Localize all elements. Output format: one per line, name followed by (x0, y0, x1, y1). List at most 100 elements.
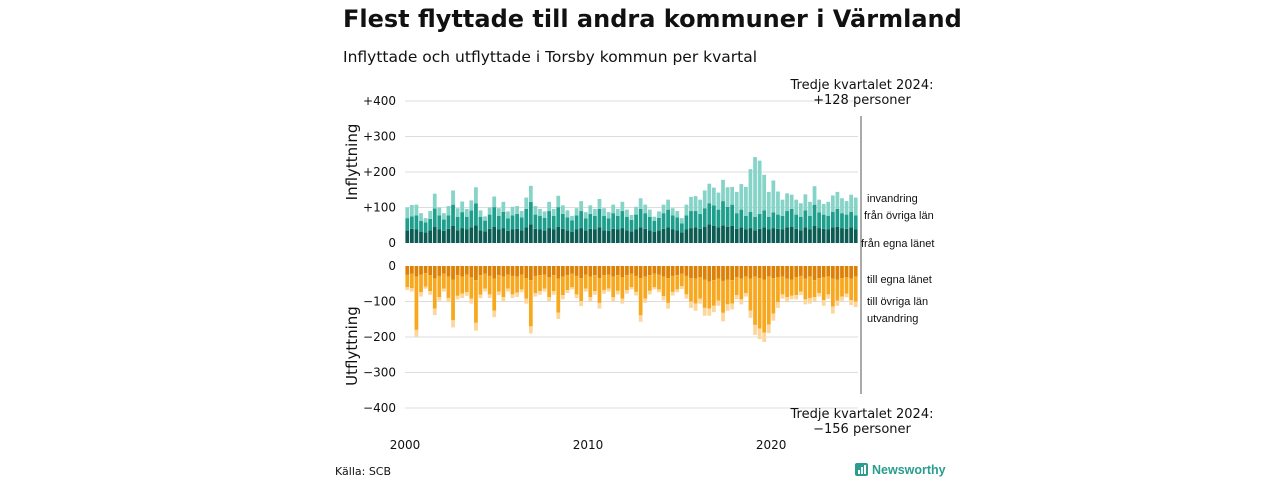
bar-ut_ovriga (483, 273, 487, 289)
bar-in_ovriga (570, 220, 574, 232)
bar-ut_ovriga (464, 274, 469, 293)
bar-in_egna (629, 231, 634, 243)
y-tick-label: +200 (363, 165, 396, 179)
bar-in_egna (826, 229, 831, 243)
bar-in_invandring (547, 201, 552, 212)
bar-in_ovriga (771, 212, 776, 229)
bar-in_ovriga (588, 213, 593, 229)
bar-ut_utvandring (487, 294, 492, 298)
bar-ut_ovriga (524, 278, 529, 299)
bar-ut_egna (611, 266, 616, 277)
legend-invandring: invandring (867, 193, 918, 205)
bar-ut_ovriga (757, 278, 762, 329)
bar-in_egna (679, 232, 684, 243)
bar-in_ovriga (780, 216, 785, 230)
bar-ut_utvandring (808, 297, 812, 304)
bar-in_invandring (693, 196, 698, 212)
bar-in_ovriga (808, 216, 812, 230)
bar-ut_egna (679, 266, 684, 274)
bar-in_invandring (615, 208, 620, 217)
bar-ut_ovriga (579, 278, 584, 302)
bar-ut_ovriga (844, 277, 849, 294)
bar-in_ovriga (853, 215, 858, 230)
bar-in_invandring (652, 216, 657, 221)
bar-in_ovriga (556, 207, 561, 227)
bar-ut_egna (849, 266, 854, 279)
bar-ut_ovriga (492, 278, 497, 311)
bar-in_invandring (565, 210, 570, 218)
bar-in_ovriga (698, 213, 703, 229)
bar-ut_egna (702, 266, 707, 280)
bar-ut_ovriga (744, 276, 748, 293)
bar-ut_utvandring (597, 302, 602, 309)
bar-in_egna (588, 228, 593, 243)
bar-ut_egna (428, 266, 433, 276)
bar-in_egna (698, 228, 703, 243)
bar-ut_ovriga (817, 278, 821, 293)
legend-utvandring: utvandring (867, 313, 918, 325)
bar-in_egna (638, 227, 643, 243)
bar-in_invandring (478, 210, 483, 217)
bar-in_egna (835, 226, 840, 243)
bar-in_ovriga (711, 205, 716, 226)
y-axis-label-top: Inflyttning (343, 124, 361, 201)
bar-in_egna (652, 231, 657, 243)
bar-in_egna (625, 230, 629, 243)
bar-in_ovriga (428, 218, 433, 231)
bar-ut_egna (419, 266, 423, 275)
bar-ut_ovriga (780, 276, 785, 295)
bar-in_ovriga (560, 213, 565, 229)
bar-ut_egna (698, 266, 703, 278)
bar-ut_ovriga (748, 278, 753, 311)
bar-in_invandring (684, 204, 689, 216)
y-tick-label: 0 (388, 259, 396, 273)
brand-name: Newsworthy (872, 463, 946, 477)
bar-in_egna (483, 231, 487, 243)
bar-ut_ovriga (762, 279, 767, 333)
bar-ut_utvandring (821, 300, 826, 306)
bar-ut_egna (762, 266, 767, 280)
bar-ut_utvandring (702, 307, 707, 316)
axes: 0 +100 +200 +300 +400 0 −100 −200 −300 −400 2000 20… (363, 94, 786, 452)
bar-in_egna (538, 229, 542, 243)
bar-in_invandring (766, 191, 771, 217)
bar-in_ovriga (812, 204, 817, 226)
bar-ut_utvandring (803, 299, 808, 305)
bar-in_egna (803, 227, 808, 243)
bar-ut_ovriga (583, 274, 588, 289)
bar-ut_ovriga (437, 275, 442, 298)
bar-ut_egna (542, 266, 547, 275)
bar-in_ovriga (748, 211, 753, 229)
bar-ut_ovriga (451, 279, 455, 321)
bar-in_ovriga (629, 219, 634, 232)
bar-in_invandring (515, 206, 519, 214)
bar-ut_egna (593, 266, 597, 276)
bar-ut_egna (565, 266, 570, 276)
bar-in_egna (853, 229, 858, 243)
bar-in_ovriga (593, 216, 597, 230)
x-tick-label: 2000 (390, 438, 421, 452)
bar-ut_utvandring (634, 291, 638, 296)
bar-ut_egna (556, 266, 561, 279)
bar-ut_utvandring (643, 298, 648, 303)
bar-ut_egna (721, 266, 725, 281)
bar-ut_utvandring (698, 298, 703, 304)
bar-in_egna (615, 229, 620, 243)
bar-ut_egna (808, 266, 812, 277)
y-axis-label-bottom: Utflyttning (343, 306, 361, 386)
bar-ut_ovriga (794, 277, 799, 296)
bar-in_invandring (721, 179, 725, 202)
bar-in_ovriga (547, 211, 552, 229)
bar-in_ovriga (542, 217, 547, 231)
bar-ut_ovriga (730, 280, 735, 304)
bar-in_invandring (423, 218, 428, 223)
bar-ut_egna (766, 266, 771, 277)
bar-ut_ovriga (771, 278, 776, 314)
bar-ut_ovriga (734, 277, 739, 296)
bar-ut_ovriga (629, 273, 634, 288)
bar-ut_utvandring (451, 320, 455, 328)
y-tick-label: −200 (363, 330, 396, 344)
bar-ut_utvandring (474, 322, 478, 331)
bar-in_egna (798, 230, 803, 243)
bar-ut_utvandring (835, 300, 840, 306)
